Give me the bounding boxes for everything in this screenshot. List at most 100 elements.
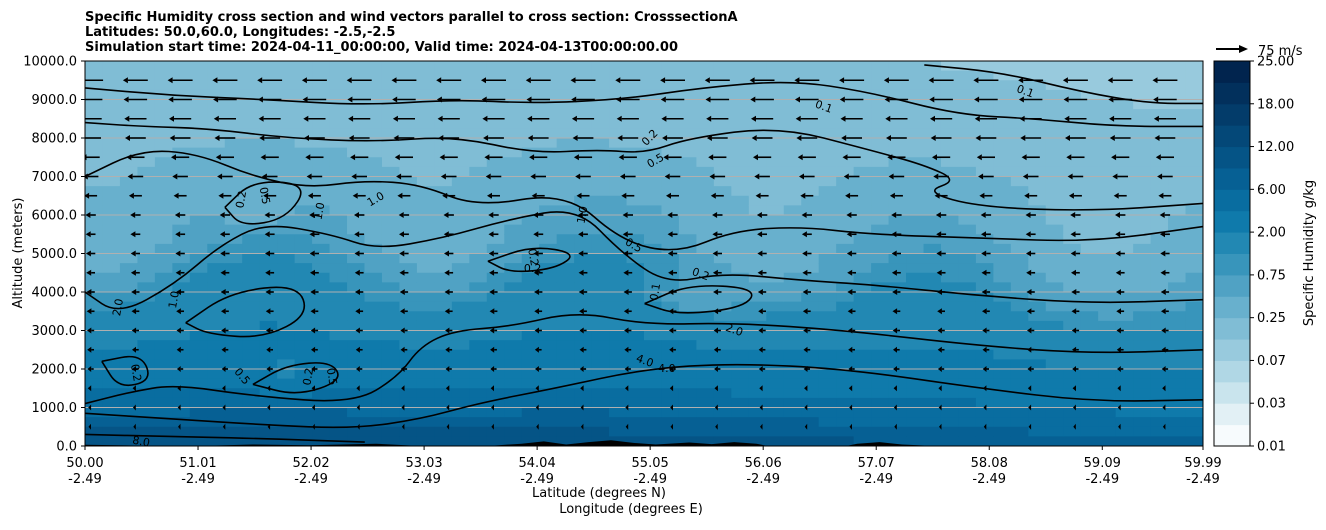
humidity-cell: [137, 397, 156, 409]
humidity-cell: [1185, 263, 1203, 274]
wind-vector: [85, 231, 96, 238]
wind-vector: [1028, 423, 1032, 430]
wind-vector-head: [264, 212, 270, 218]
wind-vector-head: [849, 423, 852, 430]
chart-title-line2: Latitudes: 50.0,60.0, Longitudes: -2.5,-…: [85, 25, 395, 40]
humidity-cell: [521, 263, 540, 274]
humidity-cell: [626, 215, 645, 226]
wind-vector-head: [309, 212, 315, 218]
wind-vector-head: [891, 250, 897, 257]
humidity-cell: [119, 378, 139, 389]
wind-vector-head: [174, 212, 180, 218]
humidity-cell: [958, 70, 977, 81]
humidity-cell: [486, 436, 505, 446]
humidity-cell: [1063, 282, 1082, 293]
humidity-cell: [644, 138, 663, 149]
contour-line: [85, 363, 1203, 429]
humidity-cell: [609, 166, 628, 178]
humidity-cell: [1028, 215, 1047, 226]
humidity-cell: [486, 340, 505, 351]
humidity-cell: [189, 157, 208, 168]
humidity-cell: [853, 369, 872, 380]
humidity-cell: [539, 99, 558, 110]
humidity-cell: [766, 378, 785, 389]
humidity-cell: [993, 109, 1012, 120]
humidity-cell: [923, 282, 942, 293]
humidity-cell: [294, 311, 313, 322]
humidity-cell: [1045, 157, 1064, 168]
humidity-cell: [1115, 301, 1134, 312]
humidity-cell: [818, 61, 837, 72]
humidity-cell: [731, 138, 750, 149]
humidity-cell: [102, 407, 121, 418]
wind-vector-head: [399, 269, 405, 276]
contour-label: 1.0: [166, 290, 182, 309]
humidity-cell: [818, 301, 837, 312]
humidity-cell: [172, 369, 191, 380]
humidity-cell: [469, 176, 488, 187]
wind-vector: [928, 77, 954, 84]
wind-vector: [265, 289, 274, 295]
humidity-cell: [347, 417, 366, 428]
humidity-cell: [748, 301, 767, 312]
humidity-cell: [416, 388, 435, 399]
humidity-cell: [381, 292, 401, 303]
humidity-cell: [993, 80, 1012, 91]
humidity-cell: [329, 282, 348, 293]
wind-vector: [356, 385, 360, 392]
humidity-cell: [1010, 166, 1029, 178]
humidity-cell: [137, 369, 156, 380]
humidity-cell: [661, 138, 680, 149]
humidity-cell: [1185, 397, 1203, 409]
humidity-cell: [469, 128, 488, 139]
humidity-cell: [416, 234, 435, 245]
humidity-cell: [364, 378, 383, 389]
wind-vector-head: [1115, 212, 1120, 218]
wind-vector-head: [87, 366, 92, 372]
wind-vector: [490, 366, 497, 372]
humidity-cell: [154, 359, 173, 370]
humidity-cell: [137, 320, 156, 332]
humidity-cell: [591, 272, 610, 283]
humidity-cell: [329, 407, 348, 418]
humidity-cell: [1080, 436, 1099, 446]
humidity-cell: [137, 311, 156, 322]
humidity-cell: [923, 205, 942, 216]
wind-vector: [795, 115, 818, 122]
humidity-cell: [504, 397, 523, 409]
humidity-cell: [696, 407, 715, 418]
humidity-cell: [1098, 282, 1117, 293]
humidity-cell: [591, 215, 610, 226]
wind-vector: [1072, 346, 1079, 353]
wind-vector: [662, 135, 683, 141]
humidity-cell: [993, 417, 1012, 428]
humidity-cell: [189, 234, 208, 245]
humidity-cell: [434, 234, 453, 245]
wind-vector-head: [622, 212, 628, 218]
humidity-cell: [294, 176, 313, 187]
humidity-cell: [189, 426, 208, 437]
humidity-cell: [329, 349, 348, 360]
humidity-cell: [1150, 224, 1169, 235]
humidity-cell: [189, 253, 208, 264]
humidity-cell: [329, 378, 348, 389]
wind-vector-head: [213, 96, 219, 103]
humidity-cell: [783, 292, 802, 303]
humidity-cell: [521, 109, 540, 120]
wind-vector: [220, 269, 230, 276]
humidity-cell: [1098, 330, 1117, 341]
humidity-cell: [958, 292, 977, 303]
humidity-cell: [347, 61, 366, 72]
humidity-cell: [731, 186, 750, 197]
wind-vector-head: [220, 289, 226, 295]
wind-vector: [668, 308, 677, 315]
humidity-cell: [871, 109, 890, 120]
wind-vector: [886, 135, 907, 141]
wind-vector: [802, 289, 811, 295]
wind-vector: [1073, 404, 1076, 411]
wind-vector: [85, 173, 99, 180]
humidity-cell: [958, 176, 977, 187]
humidity-cell: [312, 388, 331, 399]
wind-vector: [846, 231, 857, 238]
wind-vector-head: [847, 269, 853, 276]
